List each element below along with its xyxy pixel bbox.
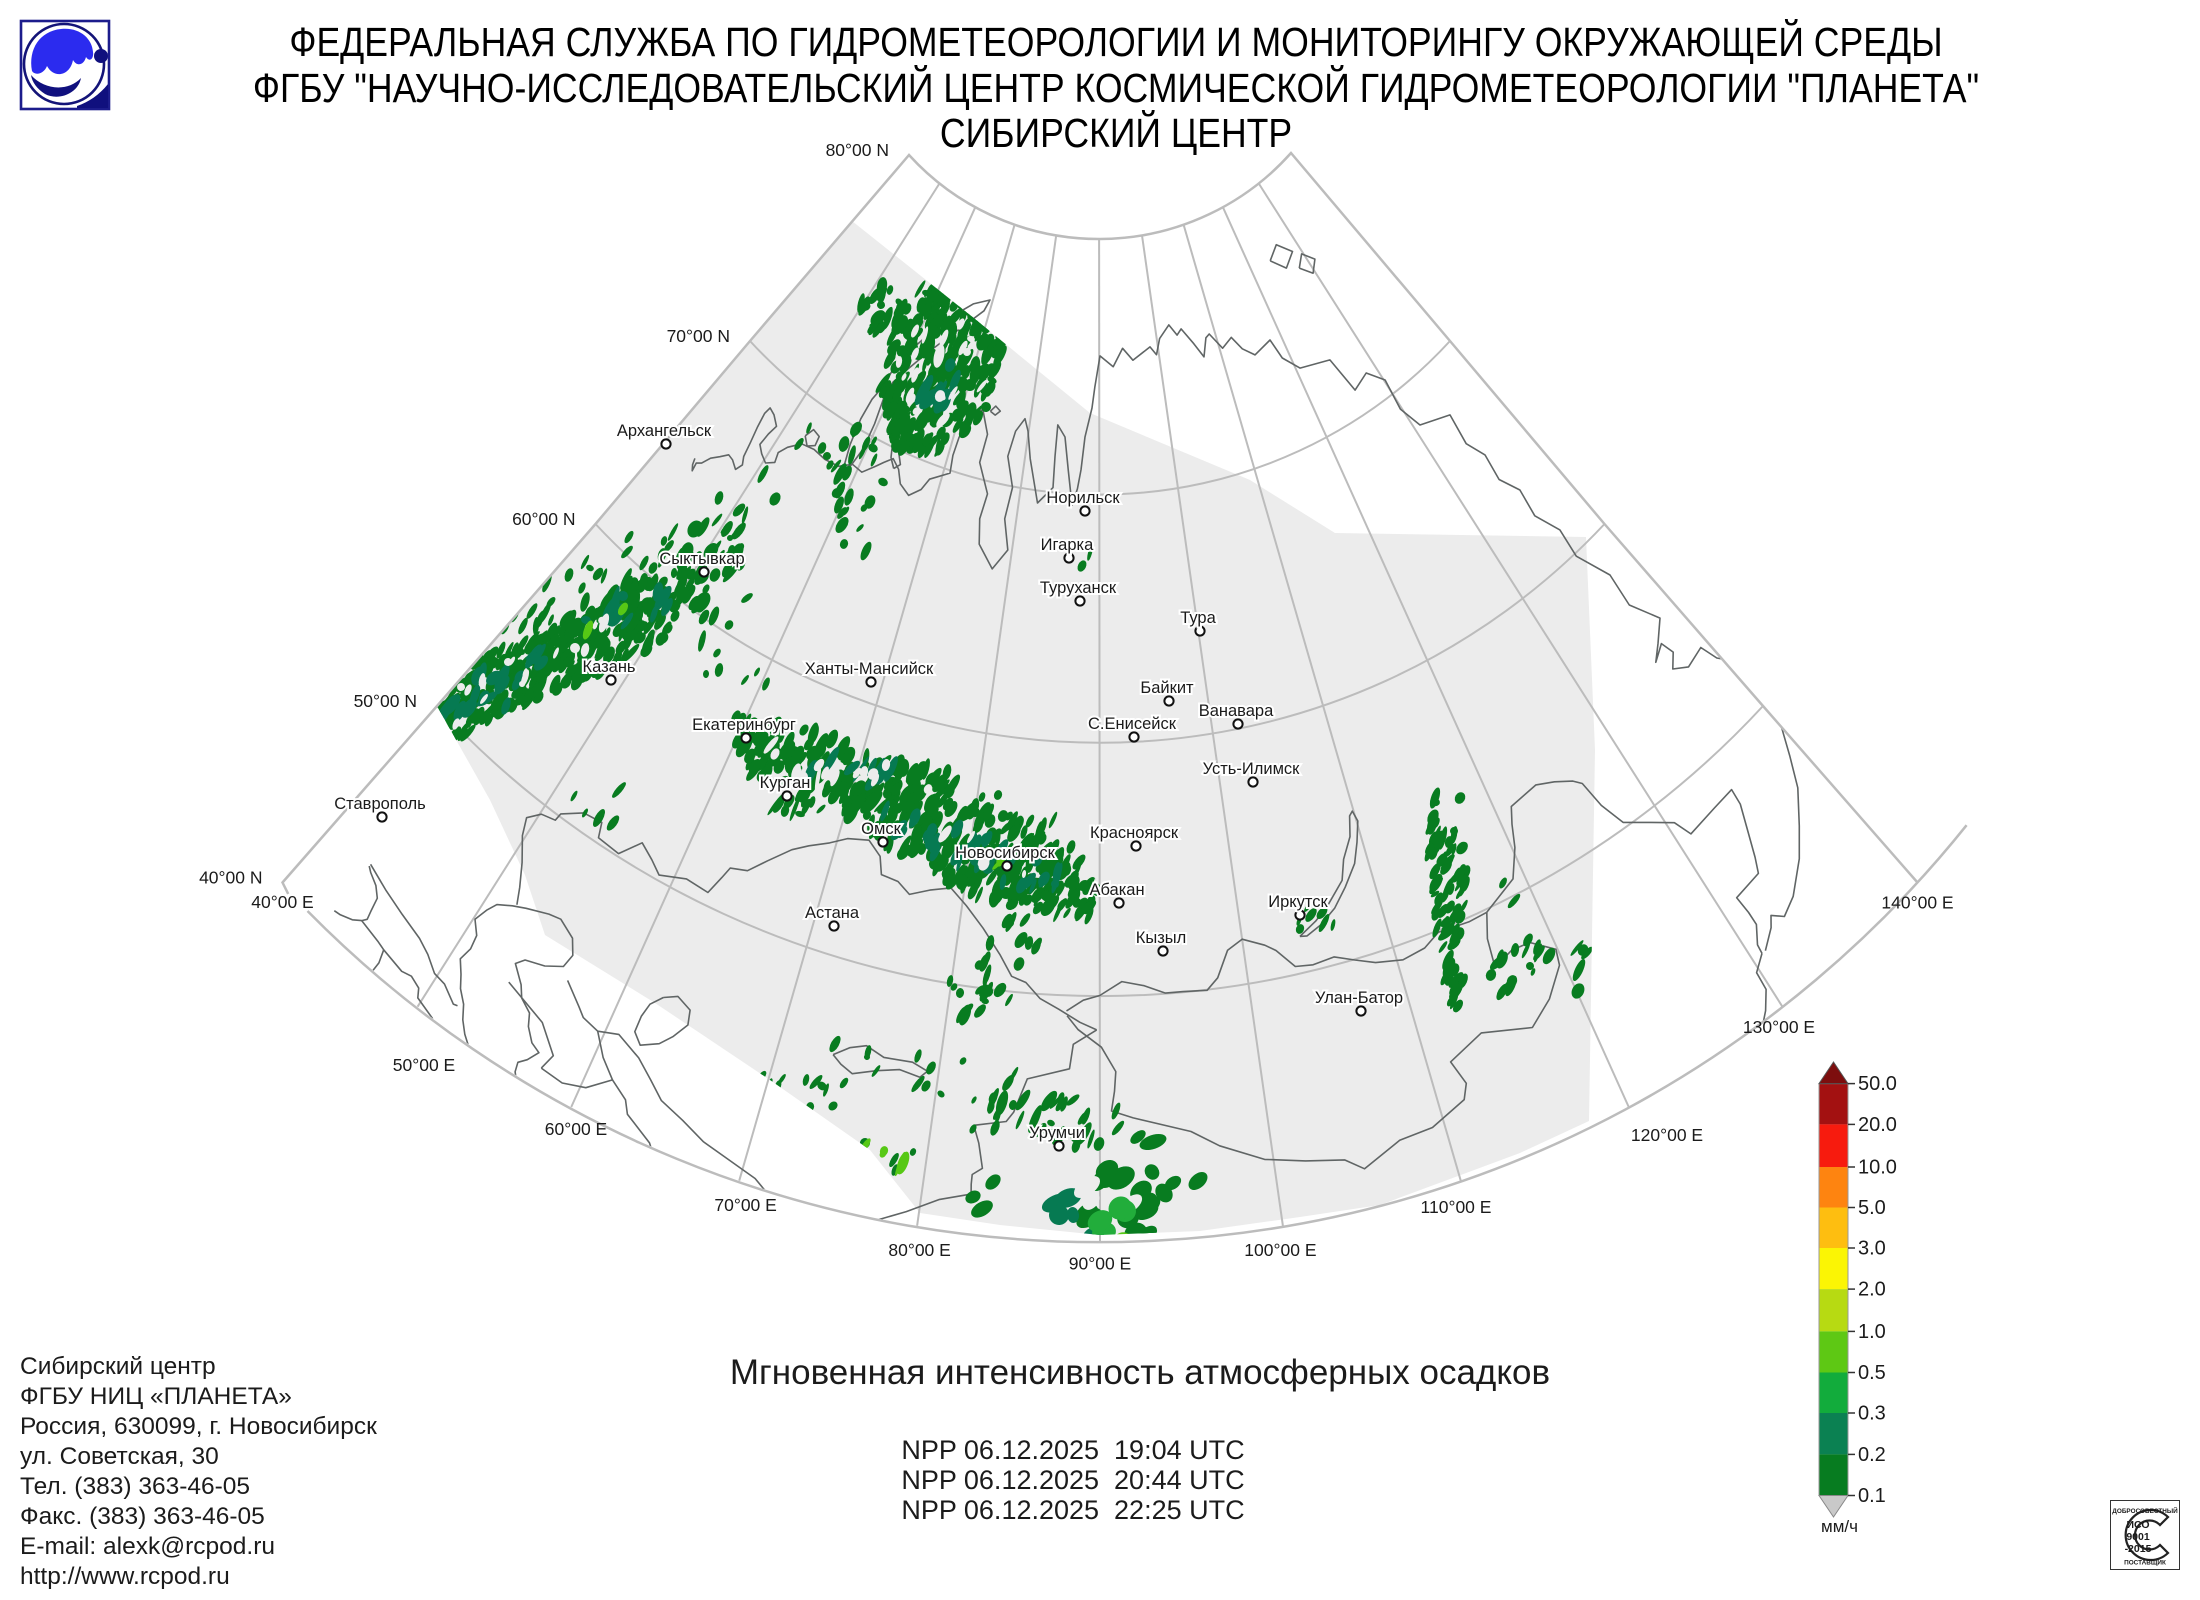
svg-text:Ханты-Мансийск: Ханты-Мансийск: [805, 660, 934, 678]
svg-text:Игарка: Игарка: [1041, 536, 1094, 554]
svg-text:0.2: 0.2: [1858, 1444, 1886, 1466]
svg-text:70°00 N: 70°00 N: [667, 326, 730, 346]
svg-text:0.3: 0.3: [1858, 1403, 1886, 1425]
svg-text:Иркутск: Иркутск: [1268, 893, 1328, 911]
svg-text:мм/ч: мм/ч: [1821, 1517, 1858, 1536]
svg-text:10.0: 10.0: [1858, 1157, 1897, 1179]
svg-text:ФГБУ НИЦ «ПЛАНЕТА»: ФГБУ НИЦ «ПЛАНЕТА»: [20, 1383, 292, 1410]
svg-text:Норильск: Норильск: [1046, 489, 1120, 507]
svg-text:Мгновенная интенсивность атмос: Мгновенная интенсивность атмосферных оса…: [730, 1353, 1550, 1392]
svg-text:Кызыл: Кызыл: [1136, 929, 1187, 947]
svg-text:Сибирский центр: Сибирский центр: [20, 1353, 216, 1380]
svg-text:20.0: 20.0: [1858, 1114, 1897, 1136]
svg-text:С.Енисейск: С.Енисейск: [1088, 715, 1177, 733]
svg-text:40°00 N: 40°00 N: [199, 868, 262, 888]
svg-text:Тел. (383) 363-46-05: Тел. (383) 363-46-05: [20, 1473, 250, 1500]
svg-text:70°00 E: 70°00 E: [714, 1195, 776, 1215]
svg-text:ИСО: ИСО: [2126, 1519, 2149, 1531]
svg-text:-2015: -2015: [2125, 1543, 2152, 1555]
svg-text:Екатеринбург: Екатеринбург: [692, 716, 796, 734]
svg-text:http://www.rcpod.ru: http://www.rcpod.ru: [20, 1563, 230, 1590]
svg-text:0.5: 0.5: [1858, 1362, 1886, 1384]
svg-text:50.0: 50.0: [1858, 1073, 1897, 1095]
svg-text:80°00 N: 80°00 N: [826, 140, 889, 160]
svg-text:ДОБРОСОВЕСТНЫЙ: ДОБРОСОВЕСТНЫЙ: [2112, 1506, 2178, 1515]
svg-text:Байкит: Байкит: [1140, 679, 1194, 697]
svg-text:NPP 06.12.2025 20:44 UTC: NPP 06.12.2025 20:44 UTC: [901, 1465, 1244, 1495]
svg-text:Усть-Илимск: Усть-Илимск: [1203, 760, 1301, 778]
svg-text:0.1: 0.1: [1858, 1485, 1886, 1507]
svg-text:Тура: Тура: [1180, 609, 1216, 627]
svg-text:40°00 E: 40°00 E: [251, 892, 313, 912]
svg-text:Ванавара: Ванавара: [1199, 702, 1274, 720]
svg-text:Абакан: Абакан: [1089, 881, 1144, 899]
svg-text:Казань: Казань: [582, 658, 635, 676]
svg-text:3.0: 3.0: [1858, 1238, 1886, 1260]
svg-text:80°00 E: 80°00 E: [888, 1240, 950, 1260]
svg-text:Ставрополь: Ставрополь: [334, 795, 426, 813]
svg-text:NPP 06.12.2025 22:25 UTC: NPP 06.12.2025 22:25 UTC: [901, 1495, 1244, 1525]
svg-text:9001: 9001: [2126, 1531, 2150, 1543]
svg-text:Улан-Батор: Улан-Батор: [1315, 989, 1403, 1007]
svg-text:ул. Советская, 30: ул. Советская, 30: [20, 1443, 219, 1470]
svg-text:100°00 E: 100°00 E: [1244, 1240, 1316, 1260]
svg-text:ПОСТАВЩИК: ПОСТАВЩИК: [2124, 1560, 2166, 1567]
svg-text:60°00 E: 60°00 E: [545, 1119, 607, 1139]
svg-text:Омск: Омск: [861, 820, 901, 838]
svg-text:Астана: Астана: [805, 904, 860, 922]
svg-text:Сыктывкар: Сыктывкар: [659, 550, 744, 568]
svg-text:Красноярск: Красноярск: [1090, 824, 1179, 842]
svg-text:E-mail: alexk@rcpod.ru: E-mail: alexk@rcpod.ru: [20, 1533, 275, 1560]
svg-text:2.0: 2.0: [1858, 1279, 1886, 1301]
svg-text:50°00 N: 50°00 N: [354, 691, 417, 711]
svg-text:120°00 E: 120°00 E: [1631, 1125, 1703, 1145]
svg-text:140°00 E: 140°00 E: [1881, 893, 1953, 913]
svg-text:110°00 E: 110°00 E: [1421, 1197, 1492, 1217]
svg-text:Туруханск: Туруханск: [1040, 579, 1117, 597]
svg-text:Новосибирск: Новосибирск: [955, 844, 1055, 862]
svg-text:NPP 06.12.2025 19:04 UTC: NPP 06.12.2025 19:04 UTC: [901, 1435, 1244, 1465]
svg-text:60°00 N: 60°00 N: [512, 509, 575, 529]
svg-text:1.0: 1.0: [1858, 1321, 1886, 1343]
svg-text:Факс. (383) 363-46-05: Факс. (383) 363-46-05: [20, 1503, 265, 1530]
svg-text:Урумчи: Урумчи: [1029, 1124, 1085, 1142]
svg-text:Курган: Курган: [760, 774, 811, 792]
svg-text:90°00 E: 90°00 E: [1069, 1254, 1131, 1274]
svg-text:Архангельск: Архангельск: [617, 422, 712, 440]
svg-text:50°00 E: 50°00 E: [393, 1055, 455, 1075]
svg-text:130°00 E: 130°00 E: [1743, 1017, 1815, 1037]
svg-text:5.0: 5.0: [1858, 1197, 1886, 1219]
svg-text:Россия, 630099, г. Новосибирск: Россия, 630099, г. Новосибирск: [20, 1413, 377, 1440]
